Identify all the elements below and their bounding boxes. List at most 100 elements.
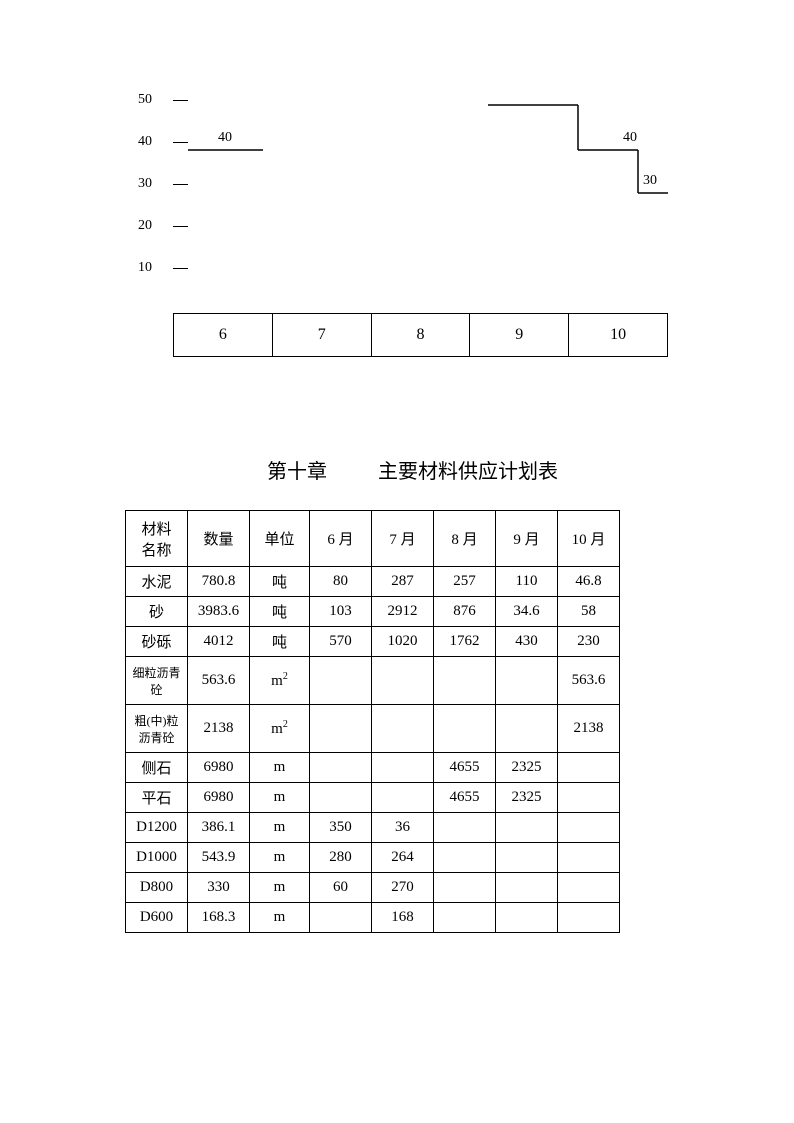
table-cell: 330 — [188, 873, 250, 903]
table-cell: 4012 — [188, 627, 250, 657]
table-header-cell: 单位 — [250, 511, 310, 567]
chart-value-label: 40 — [623, 130, 637, 146]
table-cell: 876 — [434, 597, 496, 627]
table-cell: 270 — [372, 873, 434, 903]
table-cell: 6980 — [188, 783, 250, 813]
table-cell: m — [250, 753, 310, 783]
table-cell: m — [250, 873, 310, 903]
table-cell: 110 — [496, 567, 558, 597]
table-cell: 350 — [310, 813, 372, 843]
table-cell: 吨 — [250, 597, 310, 627]
table-cell — [558, 783, 620, 813]
table-cell — [372, 783, 434, 813]
table-cell — [372, 705, 434, 753]
table-cell: 103 — [310, 597, 372, 627]
table-cell — [496, 903, 558, 933]
table-cell: 58 — [558, 597, 620, 627]
chapter-heading: 第十章 — [267, 455, 327, 484]
chart-value-label: 30 — [643, 173, 657, 189]
x-axis-label: 10 — [569, 314, 667, 356]
table-cell: 287 — [372, 567, 434, 597]
table-cell: m — [250, 783, 310, 813]
table-row: 砂3983.6吨103291287634.658 — [126, 597, 620, 627]
table-cell: 吨 — [250, 627, 310, 657]
table-cell: 264 — [372, 843, 434, 873]
table-row: 粗(中)粒沥青砼2138m22138 — [126, 705, 620, 753]
table-cell: 36 — [372, 813, 434, 843]
table-cell: 2138 — [558, 705, 620, 753]
table-cell: 80 — [310, 567, 372, 597]
x-axis-label: 8 — [372, 314, 471, 356]
table-cell: 168 — [372, 903, 434, 933]
table-cell: 34.6 — [496, 597, 558, 627]
table-cell — [558, 753, 620, 783]
table-cell: 细粒沥青砼 — [126, 657, 188, 705]
table-row: D1200386.1m35036 — [126, 813, 620, 843]
table-cell: m2 — [250, 705, 310, 753]
materials-table-wrap: 材料名称数量单位6 月7 月8 月9 月10 月水泥780.8吨80287257… — [125, 510, 620, 933]
table-cell — [434, 903, 496, 933]
table-cell: 2325 — [496, 753, 558, 783]
table-cell — [558, 903, 620, 933]
table-cell: D800 — [126, 873, 188, 903]
table-cell — [372, 657, 434, 705]
table-cell — [310, 903, 372, 933]
table-header-cell: 6 月 — [310, 511, 372, 567]
table-cell: 4655 — [434, 753, 496, 783]
table-cell: 6980 — [188, 753, 250, 783]
table-cell — [310, 657, 372, 705]
table-header-cell: 10 月 — [558, 511, 620, 567]
table-header-cell: 8 月 — [434, 511, 496, 567]
table-row: 水泥780.8吨8028725711046.8 — [126, 567, 620, 597]
table-row: 平石6980m 46552325 — [126, 783, 620, 813]
table-cell: 2912 — [372, 597, 434, 627]
table-cell: 280 — [310, 843, 372, 873]
table-cell: 543.9 — [188, 843, 250, 873]
table-row: 砂砾4012吨57010201762430230 — [126, 627, 620, 657]
table-cell: 2138 — [188, 705, 250, 753]
table-cell: 4655 — [434, 783, 496, 813]
table-cell: 平石 — [126, 783, 188, 813]
table-cell: 46.8 — [558, 567, 620, 597]
table-cell: D1000 — [126, 843, 188, 873]
table-cell: 60 — [310, 873, 372, 903]
table-cell: 780.8 — [188, 567, 250, 597]
table-row: D600168.3m168 — [126, 903, 620, 933]
table-header-cell: 7 月 — [372, 511, 434, 567]
table-cell — [434, 657, 496, 705]
table-cell — [496, 813, 558, 843]
table-cell — [310, 705, 372, 753]
chart-lines — [138, 95, 678, 315]
table-cell: 1762 — [434, 627, 496, 657]
table-cell: 粗(中)粒沥青砼 — [126, 705, 188, 753]
table-row: D1000543.9m280264 — [126, 843, 620, 873]
table-cell — [496, 843, 558, 873]
table-cell: D600 — [126, 903, 188, 933]
table-cell: 2325 — [496, 783, 558, 813]
table-cell — [434, 843, 496, 873]
table-row: 侧石6980m 46552325 — [126, 753, 620, 783]
table-cell: 230 — [558, 627, 620, 657]
table-cell: 257 — [434, 567, 496, 597]
table-cell: 砂砾 — [126, 627, 188, 657]
table-cell: 1020 — [372, 627, 434, 657]
table-cell: m — [250, 813, 310, 843]
x-axis-label: 9 — [470, 314, 569, 356]
table-cell — [372, 753, 434, 783]
table-cell: m2 — [250, 657, 310, 705]
table-header-cell: 9 月 — [496, 511, 558, 567]
table-cell — [558, 843, 620, 873]
table-cell: 侧石 — [126, 753, 188, 783]
x-axis-box: 678910 — [173, 313, 668, 357]
table-cell — [496, 705, 558, 753]
table-cell — [434, 813, 496, 843]
materials-table: 材料名称数量单位6 月7 月8 月9 月10 月水泥780.8吨80287257… — [125, 510, 620, 933]
table-header-cell: 数量 — [188, 511, 250, 567]
table-cell — [434, 873, 496, 903]
table-row: 细粒沥青砼563.6m2563.6 — [126, 657, 620, 705]
table-cell: 168.3 — [188, 903, 250, 933]
table-cell: 570 — [310, 627, 372, 657]
table-cell: D1200 — [126, 813, 188, 843]
x-axis-label: 6 — [174, 314, 273, 356]
chart-area: 1020304050 404030 678910 — [138, 95, 658, 370]
